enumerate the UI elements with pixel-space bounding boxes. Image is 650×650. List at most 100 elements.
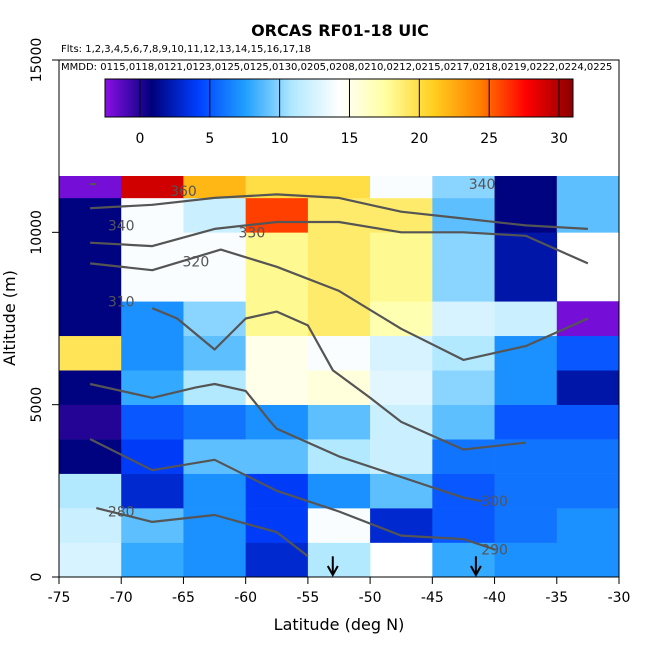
heatmap-cell	[183, 439, 246, 474]
heatmap-cell	[59, 301, 122, 337]
x-tick-label: -65	[172, 590, 195, 606]
heatmap-cell	[59, 404, 122, 440]
heatmap-cell	[307, 266, 371, 302]
heatmap-cell	[121, 404, 184, 440]
colorbar-ticks: 0 5 10 15 20 25 30	[135, 79, 568, 147]
chart-title: ORCAS RF01-18 UIC	[251, 21, 429, 40]
heatmap-cell	[370, 370, 433, 405]
heatmap-cell	[121, 473, 184, 509]
heatmap-cell	[183, 404, 246, 440]
isentrope-contours	[89, 183, 589, 558]
x-tick-label: -75	[48, 590, 71, 606]
heatmap-cell	[59, 439, 122, 474]
isentrope-line	[89, 438, 495, 551]
heatmap-cell	[59, 197, 122, 233]
heatmap-cell	[494, 266, 558, 302]
heatmap-cell	[121, 542, 184, 578]
isentrope-line	[151, 307, 526, 451]
colorbar-tick-label: 10	[271, 131, 289, 147]
colorbar-tick-label: 30	[550, 131, 568, 147]
heatmap-cell	[494, 404, 558, 440]
contour-label: 330	[239, 225, 266, 241]
x-tick-label: -50	[359, 590, 382, 606]
heatmap-cell	[370, 232, 433, 268]
heatmap-cell	[370, 266, 433, 302]
y-axis: 0 5000 10000 15000	[29, 38, 59, 582]
heatmap-cell	[370, 197, 433, 233]
colorbar-tick-label: 5	[205, 131, 214, 147]
colorbar-tick-label: 15	[341, 131, 359, 147]
heatmap-cell	[370, 439, 433, 474]
y-tick-label: 0	[29, 573, 45, 582]
heatmap-cell	[556, 508, 620, 543]
flight-markers	[326, 556, 482, 578]
heatmap-cell	[432, 266, 495, 302]
heatmap-cell	[183, 508, 246, 543]
contour-label: 280	[108, 505, 135, 521]
colorbar	[104, 78, 574, 118]
heatmap-cell	[307, 508, 371, 543]
heatmap-cell	[245, 439, 309, 474]
marker-arrow-head	[326, 565, 339, 578]
isentrope-line	[89, 382, 483, 503]
x-axis-label: Latitude (deg N)	[274, 615, 405, 634]
heatmap-cell	[183, 301, 246, 337]
heatmap-cell	[494, 232, 558, 268]
heatmap-cell	[307, 301, 371, 337]
heatmap-cell	[121, 335, 184, 371]
heatmap-cell	[59, 232, 122, 268]
heatmap-cell	[121, 232, 184, 268]
heatmap-cell	[59, 266, 122, 302]
heatmap-cell	[183, 473, 246, 509]
heatmap-cell	[245, 370, 309, 405]
contour-labels: 280 290 300 310 320 330 340 340 360	[108, 177, 508, 558]
flights-subtitle: Flts: 1,2,3,4,5,6,7,8,9,10,11,12,13,14,1…	[61, 44, 311, 55]
heatmap-cell	[121, 508, 184, 543]
heatmap-cell	[556, 473, 620, 509]
heatmap-cell	[307, 542, 371, 578]
heatmap-cells	[59, 60, 620, 578]
heatmap-cell	[121, 197, 184, 233]
contour-label: 300	[481, 494, 508, 510]
x-tick-label: -35	[545, 590, 568, 606]
heatmap-cell	[245, 266, 309, 302]
heatmap-cell	[59, 508, 122, 543]
heatmap-cell	[494, 370, 558, 405]
heatmap-cell	[121, 266, 184, 302]
heatmap-cell	[59, 370, 122, 405]
heatmap-cell	[494, 473, 558, 509]
heatmap-cell	[432, 370, 495, 405]
x-tick-label: -45	[421, 590, 444, 606]
isentrope-line	[90, 220, 589, 265]
contour-label: 310	[108, 294, 135, 310]
heatmap-cell	[556, 439, 620, 474]
heatmap-cell	[494, 508, 558, 543]
heatmap-cell	[307, 335, 371, 371]
isentrope-line	[96, 507, 309, 558]
heatmap-cell	[556, 370, 620, 405]
heatmap-cell	[183, 335, 246, 371]
heatmap-cell	[432, 439, 495, 474]
x-axis: -75 -70 -65 -60 -55 -50 -45 -40 -35 -30	[48, 576, 631, 606]
heatmap-cell	[556, 301, 620, 337]
heatmap-cell	[307, 232, 371, 268]
isentrope-line	[89, 248, 589, 361]
heatmap-cell	[121, 439, 184, 474]
heatmap-cell	[245, 301, 309, 337]
heatmap-cell	[307, 473, 371, 509]
heatmap-cell	[59, 335, 122, 371]
contour-label: 290	[481, 542, 508, 558]
heatmap-cell	[59, 542, 122, 578]
heatmap-cell	[556, 404, 620, 440]
marker-arrow-head	[470, 565, 482, 578]
heatmap-cell	[494, 542, 558, 578]
x-tick-label: -70	[110, 590, 133, 606]
heatmap-cell	[183, 232, 246, 268]
heatmap-cell	[432, 301, 495, 337]
heatmap-cell	[432, 335, 495, 371]
contour-label: 340	[108, 218, 135, 234]
heatmap-cell	[245, 197, 309, 233]
x-tick-label: -30	[608, 590, 631, 606]
contour-label: 320	[183, 255, 210, 271]
